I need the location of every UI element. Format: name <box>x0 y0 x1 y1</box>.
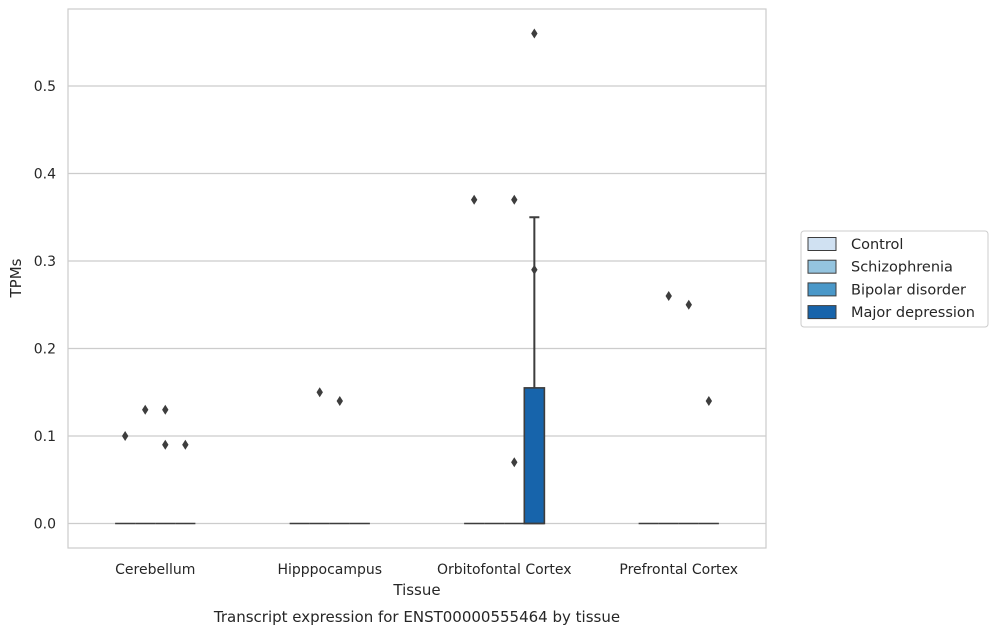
outliers <box>121 28 713 468</box>
outlier-point <box>470 194 478 205</box>
legend-items: Control Schizophrenia Bipolar disorder Majo… <box>807 237 975 321</box>
outlier-point <box>511 457 518 468</box>
outlier-point <box>511 194 518 205</box>
legend: Control Schizophrenia Bipolar disorder Majo… <box>800 230 989 328</box>
outlier-point <box>531 28 538 39</box>
outlier-point <box>162 404 169 415</box>
x-tick-label: Cerebellum <box>115 562 195 578</box>
legend-swatch <box>807 305 837 320</box>
legend-label: Bipolar disorder <box>851 282 966 298</box>
legend-swatch <box>807 237 837 251</box>
outlier-point <box>705 396 713 406</box>
legend-swatch <box>807 259 837 274</box>
x-tick-label: Orbitofontal Cortex <box>437 562 572 578</box>
y-tick-label: 0.3 <box>34 254 56 270</box>
y-tick-label: 0.2 <box>34 342 56 358</box>
x-tick-label: Hipppocampus <box>277 562 382 578</box>
y-tick-labels: 0.0 0.1 0.2 0.3 0.4 0.5 <box>34 79 56 533</box>
legend-frame <box>800 230 989 328</box>
outlier-point <box>142 404 149 415</box>
x-tick-labels: Cerebellum Hipppocampus Orbitofontal Corte… <box>115 562 738 578</box>
outlier-point <box>182 439 189 450</box>
x-axis-label: Tissue <box>392 581 440 599</box>
plot-frame <box>67 8 767 549</box>
outlier-point <box>162 439 169 450</box>
outlier-point <box>121 431 129 441</box>
legend-label: Major depression <box>851 305 975 321</box>
outlier-point <box>336 396 343 406</box>
y-tick-label: 0.4 <box>34 167 56 183</box>
outlier-point <box>665 291 672 301</box>
legend-swatch <box>807 282 837 297</box>
outlier-point <box>685 299 692 310</box>
chart-caption: Transcript expression for ENST0000055546… <box>213 608 620 626</box>
outlier-point <box>316 387 323 398</box>
y-tick-label: 0.5 <box>34 79 56 95</box>
y-tick-label: 0.1 <box>34 429 56 445</box>
y-axis-label: TPMs <box>7 258 25 298</box>
x-tick-label: Prefrontal Cortex <box>619 562 738 578</box>
y-tick-label: 0.0 <box>34 517 56 533</box>
legend-label: Schizophrenia <box>851 260 953 276</box>
legend-label: Control <box>851 237 903 253</box>
box <box>523 387 546 525</box>
outlier-point <box>531 264 538 275</box>
plot-background <box>68 9 766 548</box>
boxes <box>115 216 719 525</box>
